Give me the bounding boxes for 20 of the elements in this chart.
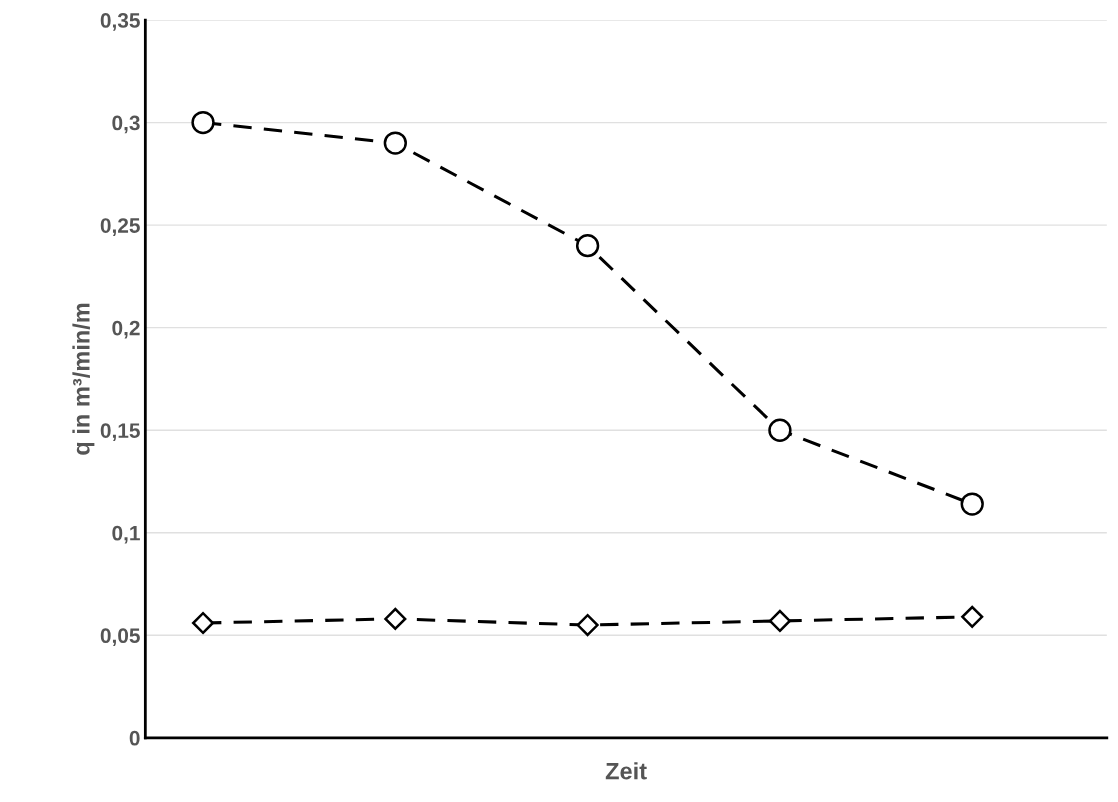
point (960, 492, 984, 516)
y-tick-label: 0 (129, 730, 140, 746)
point (768, 609, 791, 633)
y-tick-label: 0,2 (112, 320, 140, 339)
point (576, 613, 599, 637)
y-tick-label: 0,3 (112, 115, 140, 134)
y-tick-label: 0,35 (100, 13, 140, 31)
point (961, 605, 984, 628)
point (575, 233, 600, 258)
y-tick-label: 0,25 (100, 218, 140, 236)
y-tick-label: 0,15 (100, 423, 140, 441)
y-axis-title: q in m³/min/m (72, 303, 95, 455)
point (191, 110, 215, 135)
point (384, 607, 407, 630)
y-tick-label: 0,05 (100, 628, 140, 647)
point (191, 611, 215, 635)
point (383, 131, 407, 155)
y-tick-label: 0,1 (112, 525, 140, 544)
point (768, 418, 792, 442)
x-axis-title: Zeit (605, 762, 647, 780)
